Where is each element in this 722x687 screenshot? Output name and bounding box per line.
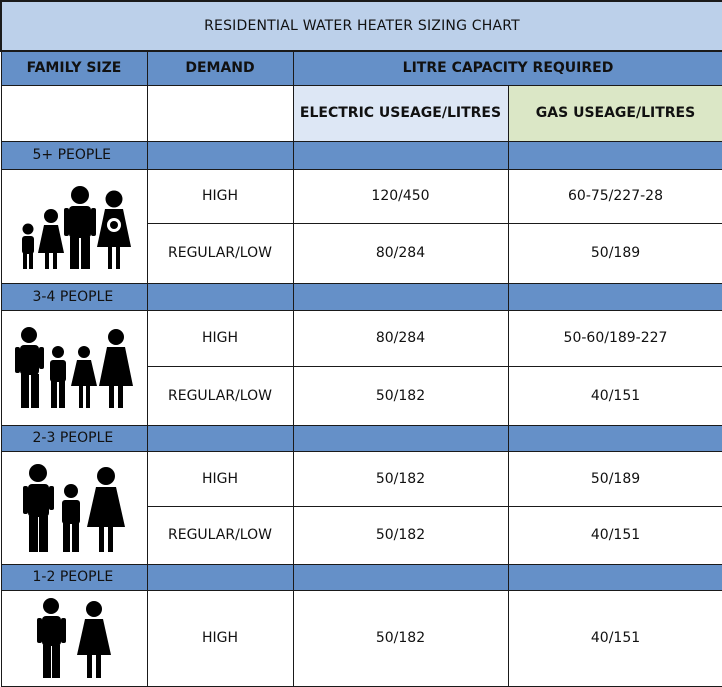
gas-value: 60-75/227-28 bbox=[507, 168, 722, 224]
section-fill bbox=[146, 424, 294, 452]
demand-cell: HIGH bbox=[146, 309, 294, 367]
section-label-1-2: 1-2 PEOPLE bbox=[0, 563, 148, 591]
family-of-five-icon bbox=[22, 186, 131, 269]
couple-icon bbox=[37, 598, 111, 679]
section-fill bbox=[146, 563, 294, 591]
section-label-2-3: 2-3 PEOPLE bbox=[0, 424, 148, 452]
demand-cell: REGULAR/LOW bbox=[146, 505, 294, 565]
family-image-cell bbox=[0, 309, 148, 426]
family-of-three-icon bbox=[23, 463, 125, 552]
header-gas: GAS USEAGE/LITRES bbox=[507, 84, 722, 142]
header-demand: DEMAND bbox=[146, 50, 294, 86]
section-fill bbox=[507, 282, 722, 311]
demand-cell: HIGH bbox=[146, 589, 294, 687]
header-electric: ELECTRIC USEAGE/LITRES bbox=[292, 84, 509, 142]
family-image-cell bbox=[0, 589, 148, 687]
gas-value: 50/189 bbox=[507, 222, 722, 284]
section-fill bbox=[292, 282, 509, 311]
electric-value: 50/182 bbox=[292, 450, 509, 507]
section-fill bbox=[292, 563, 509, 591]
family-of-four-icon bbox=[15, 326, 133, 408]
chart-title: RESIDENTIAL WATER HEATER SIZING CHART bbox=[0, 0, 722, 52]
electric-value: 120/450 bbox=[292, 168, 509, 224]
electric-value: 80/284 bbox=[292, 222, 509, 284]
header-capacity: LITRE CAPACITY REQUIRED bbox=[292, 50, 722, 86]
electric-value: 50/182 bbox=[292, 365, 509, 426]
section-fill bbox=[292, 424, 509, 452]
section-fill bbox=[507, 563, 722, 591]
subheader-blank bbox=[146, 84, 294, 142]
gas-value: 50-60/189-227 bbox=[507, 309, 722, 367]
electric-value: 80/284 bbox=[292, 309, 509, 367]
gas-value: 50/189 bbox=[507, 450, 722, 507]
section-fill bbox=[507, 140, 722, 170]
family-image-cell bbox=[0, 450, 148, 565]
section-fill bbox=[292, 140, 509, 170]
section-label-3-4: 3-4 PEOPLE bbox=[0, 282, 148, 311]
gas-value: 40/151 bbox=[507, 505, 722, 565]
section-fill bbox=[146, 140, 294, 170]
subheader-blank bbox=[0, 84, 148, 142]
family-image-cell bbox=[0, 168, 148, 284]
section-fill bbox=[507, 424, 722, 452]
electric-value: 50/182 bbox=[292, 505, 509, 565]
demand-cell: HIGH bbox=[146, 450, 294, 507]
gas-value: 40/151 bbox=[507, 589, 722, 687]
section-fill bbox=[146, 282, 294, 311]
gas-value: 40/151 bbox=[507, 365, 722, 426]
electric-value: 50/182 bbox=[292, 589, 509, 687]
header-family-size: FAMILY SIZE bbox=[0, 50, 148, 86]
section-label-5plus: 5+ PEOPLE bbox=[0, 140, 148, 170]
demand-cell: REGULAR/LOW bbox=[146, 365, 294, 426]
demand-cell: HIGH bbox=[146, 168, 294, 224]
demand-cell: REGULAR/LOW bbox=[146, 222, 294, 284]
